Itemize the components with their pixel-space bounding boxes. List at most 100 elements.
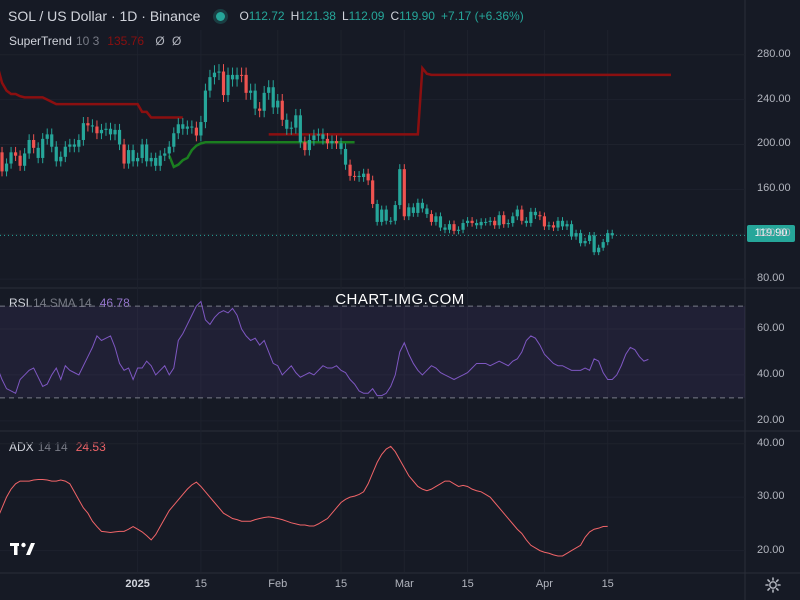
candle-body [325, 138, 330, 144]
candle-body [343, 148, 348, 165]
candle-body [298, 115, 302, 143]
candle [574, 229, 578, 240]
tradingview-logo-icon[interactable] [10, 540, 38, 558]
candle [484, 218, 488, 226]
candle-body [307, 139, 311, 151]
candle [601, 238, 605, 251]
adx-line [0, 445, 608, 557]
candle [352, 171, 357, 181]
candle-body [574, 233, 578, 237]
candle [357, 171, 361, 182]
candle [334, 135, 339, 149]
candle-body [348, 164, 352, 176]
candle-body [0, 152, 4, 172]
candle [475, 219, 479, 229]
candle [560, 217, 565, 230]
candle-body [357, 175, 361, 178]
candle [18, 150, 22, 171]
candle [262, 85, 266, 118]
candle-body [606, 233, 610, 243]
candle-body [117, 129, 122, 145]
candle-body [583, 240, 587, 244]
candle-body [389, 220, 393, 222]
candle-body [384, 209, 388, 221]
candle [488, 217, 492, 226]
candle-body [239, 74, 244, 76]
candle [181, 118, 185, 135]
candle [429, 210, 434, 226]
candle-body [172, 133, 176, 147]
candle-body [529, 211, 533, 224]
candle-body [294, 115, 298, 128]
candle-body [588, 235, 592, 241]
candle [104, 122, 108, 136]
candle-body [199, 122, 203, 136]
supertrend-legend[interactable]: SuperTrend 10 3 135.76 Ø Ø [9, 34, 181, 48]
candle [515, 205, 519, 221]
candle-body [452, 224, 456, 231]
high-value: 121.38 [299, 9, 336, 23]
y-tick-label: 20.00 [757, 413, 785, 426]
candle [443, 223, 447, 234]
candle-body [524, 220, 528, 224]
candle-body [547, 225, 551, 227]
candle [90, 119, 95, 133]
y-tick-label: 160.00 [757, 182, 791, 195]
candle [54, 141, 58, 167]
candle [185, 120, 189, 135]
candle-body [484, 221, 488, 223]
supertrend-down-line [0, 70, 183, 119]
candle-body [601, 242, 605, 248]
candle-body [271, 87, 275, 108]
candle [59, 151, 63, 167]
x-tick-label: 15 [194, 578, 208, 590]
x-tick-label: 15 [334, 578, 348, 590]
candle-body [235, 74, 239, 80]
candle [380, 205, 384, 226]
candle-body [122, 144, 126, 164]
candle-body [470, 220, 474, 224]
candle-body [208, 77, 212, 91]
candle-body [569, 224, 574, 237]
candle-body [479, 221, 483, 226]
candle [511, 212, 515, 227]
candle [479, 218, 483, 229]
candle [420, 198, 424, 213]
candle [194, 121, 198, 142]
candle [416, 198, 420, 217]
candle-body [81, 123, 85, 140]
candle [9, 146, 13, 169]
candle [158, 150, 162, 171]
candle-body [330, 141, 334, 144]
y-tick-label: 30.00 [757, 490, 785, 503]
candle [45, 128, 49, 145]
candle-body [551, 225, 556, 228]
candle-body [493, 220, 497, 226]
candle-body [303, 142, 307, 151]
candle-body [456, 229, 461, 231]
candle [393, 200, 397, 225]
symbol-title[interactable]: SOL / US Dollar · 1D · Binance [8, 8, 201, 24]
candle [312, 129, 316, 146]
candle-body [50, 134, 54, 147]
candle [303, 136, 307, 156]
candle [502, 211, 506, 228]
candle-body [167, 146, 171, 154]
candle [461, 219, 465, 234]
supertrend-down-line [268, 64, 671, 136]
candle [212, 65, 217, 85]
candle [497, 211, 501, 229]
candle [77, 134, 81, 153]
candle [13, 146, 18, 162]
candle-body [465, 220, 470, 224]
x-tick-label: 15 [601, 578, 614, 590]
candle [307, 134, 311, 156]
close-key: C [390, 9, 400, 23]
rsi-band-fill [0, 306, 745, 398]
candle [253, 83, 257, 116]
candle [145, 138, 149, 167]
candle-body [416, 202, 420, 213]
ohlc-readout: O112.72 H121.38 L112.09 C119.90 +7.17 (+6.36… [239, 9, 529, 23]
gear-icon[interactable] [765, 577, 781, 593]
